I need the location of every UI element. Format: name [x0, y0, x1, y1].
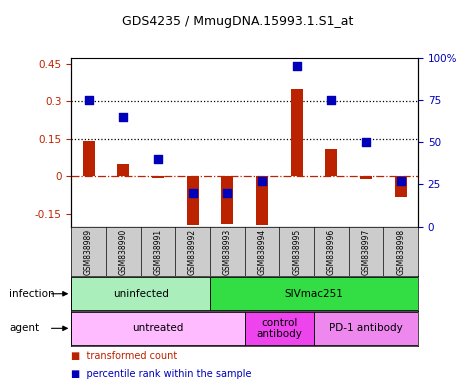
Bar [187, 177, 199, 225]
Text: GSM838994: GSM838994 [257, 228, 266, 275]
Bar [83, 141, 95, 177]
Point [328, 97, 335, 103]
Text: PD-1 antibody: PD-1 antibody [329, 323, 403, 333]
Bar [71, 277, 210, 310]
Bar [245, 312, 314, 345]
Text: ■  percentile rank within the sample: ■ percentile rank within the sample [71, 369, 252, 379]
Point [120, 114, 127, 120]
Text: infection: infection [10, 289, 55, 299]
Bar [314, 312, 418, 345]
Text: GSM838997: GSM838997 [361, 228, 371, 275]
Bar [291, 89, 303, 177]
Text: agent: agent [10, 323, 39, 333]
Text: GSM838989: GSM838989 [84, 228, 93, 275]
Point [258, 178, 266, 184]
Text: GSM838992: GSM838992 [188, 228, 197, 275]
Bar [256, 177, 268, 225]
Text: GSM838990: GSM838990 [119, 228, 128, 275]
Text: GSM838998: GSM838998 [396, 228, 405, 275]
Point [293, 63, 301, 69]
Text: GDS4235 / MmugDNA.15993.1.S1_at: GDS4235 / MmugDNA.15993.1.S1_at [122, 15, 353, 28]
Point [85, 97, 92, 103]
Bar [117, 164, 129, 177]
Text: control
antibody: control antibody [256, 318, 302, 339]
Point [189, 190, 197, 196]
Bar [71, 312, 245, 345]
Bar [210, 277, 418, 310]
Text: GSM838991: GSM838991 [153, 228, 162, 275]
Text: ■  transformed count: ■ transformed count [71, 351, 178, 361]
Bar [325, 149, 337, 177]
Bar [360, 177, 372, 179]
Text: GSM838993: GSM838993 [223, 228, 232, 275]
Text: untreated: untreated [132, 323, 184, 333]
Bar [221, 177, 233, 224]
Point [224, 190, 231, 196]
Text: uninfected: uninfected [113, 289, 169, 299]
Bar [395, 177, 407, 197]
Text: SIVmac251: SIVmac251 [285, 289, 343, 299]
Point [154, 156, 162, 162]
Bar [152, 177, 164, 178]
Text: GSM838996: GSM838996 [327, 228, 336, 275]
Point [397, 178, 405, 184]
Text: GSM838995: GSM838995 [292, 228, 301, 275]
Point [362, 139, 370, 145]
